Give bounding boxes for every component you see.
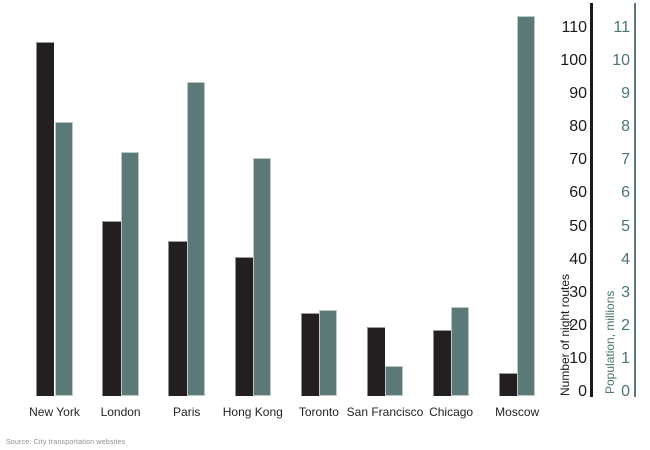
y-tick-population-8: 8 xyxy=(621,118,630,136)
y-axis-routes-line xyxy=(590,3,593,397)
bar-night-routes-hong-kong xyxy=(234,257,253,396)
x-label-moscow: Moscow xyxy=(495,405,540,419)
source-note: Source: City transportation websites xyxy=(6,439,126,446)
x-label-san-francisco: San Francisco xyxy=(346,405,424,419)
y-tick-population-7: 7 xyxy=(621,151,630,169)
y-tick-population-2: 2 xyxy=(621,316,630,334)
y-tick-population-9: 9 xyxy=(621,85,630,103)
y-tick-routes-80: 80 xyxy=(569,118,587,136)
y-tick-population-1: 1 xyxy=(621,349,630,367)
bar-night-routes-london xyxy=(102,220,121,396)
y-tick-population-0: 0 xyxy=(621,382,630,400)
bar-population-toronto xyxy=(318,310,338,396)
y-axis-routes-title: Number of night routes xyxy=(558,273,572,396)
bar-night-routes-chicago xyxy=(432,329,452,396)
y-tick-routes-100: 100 xyxy=(560,52,587,70)
bar-night-routes-moscow xyxy=(498,372,518,396)
bar-night-routes-san-francisco xyxy=(366,326,385,396)
bar-population-chicago xyxy=(451,306,470,396)
y-tick-population-6: 6 xyxy=(621,184,630,202)
bar-population-san-francisco xyxy=(385,366,404,396)
bar-night-routes-new-york xyxy=(36,42,55,396)
x-label-london: London xyxy=(100,405,141,419)
bar-night-routes-paris xyxy=(168,240,187,396)
y-tick-population-11: 11 xyxy=(613,19,630,37)
y-tick-routes-70: 70 xyxy=(569,151,587,169)
bar-night-routes-toronto xyxy=(300,313,319,396)
x-label-chicago: Chicago xyxy=(429,405,474,419)
y-axis-population-title: Population, millions xyxy=(603,290,617,394)
y-tick-population-5: 5 xyxy=(621,217,630,235)
y-tick-population-10: 10 xyxy=(612,52,630,70)
y-tick-routes-50: 50 xyxy=(569,217,587,235)
y-tick-population-3: 3 xyxy=(621,283,630,301)
y-tick-routes-40: 40 xyxy=(569,250,587,268)
y-axis-population-line xyxy=(634,3,636,397)
y-tick-routes-10: 10 xyxy=(569,349,587,367)
x-label-paris: Paris xyxy=(173,405,201,419)
y-tick-routes-60: 60 xyxy=(569,184,587,202)
bar-population-new-york xyxy=(54,121,73,396)
y-tick-population-4: 4 xyxy=(621,250,630,268)
y-tick-routes-0: 0 xyxy=(578,382,587,400)
x-label-new-york: New York xyxy=(29,405,80,419)
bar-population-paris xyxy=(186,82,205,396)
y-tick-routes-20: 20 xyxy=(569,316,587,334)
x-label-hong-kong: Hong Kong xyxy=(222,405,283,419)
bar-population-london xyxy=(120,151,139,396)
y-tick-routes-90: 90 xyxy=(569,85,587,103)
bar-population-moscow xyxy=(517,16,536,396)
y-tick-routes-110: 110 xyxy=(561,19,587,37)
x-label-toronto: Toronto xyxy=(298,405,339,419)
y-tick-routes-30: 30 xyxy=(569,283,587,301)
bar-population-hong-kong xyxy=(252,158,272,396)
